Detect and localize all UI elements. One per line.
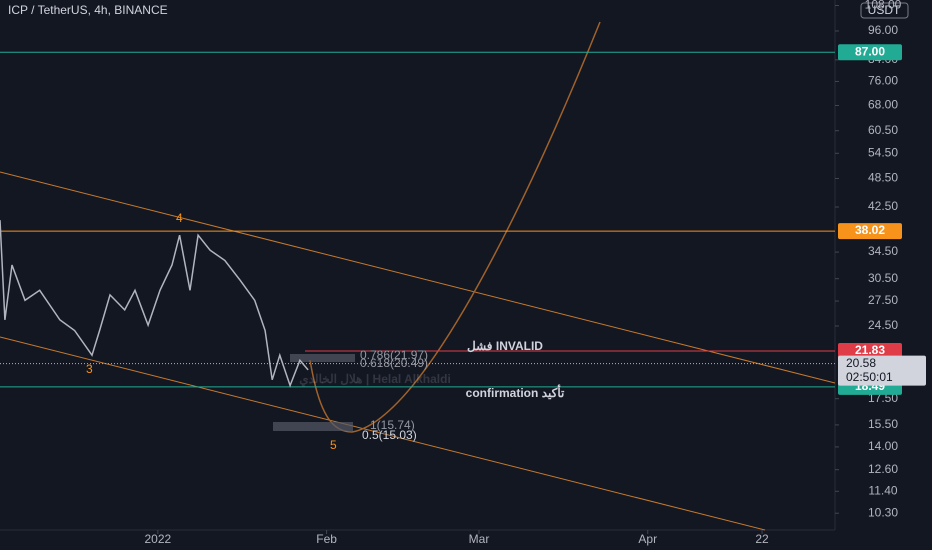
annotation: هلال الخالدي | Helal Alkhaldi [299, 372, 451, 387]
y-tick-label: 15.50 [868, 417, 898, 431]
annotation: 0.786(21.97) [360, 348, 428, 362]
y-tick-label: 108.00 [865, 0, 902, 12]
y-tick-label: 60.50 [868, 123, 898, 137]
y-tick-label: 76.00 [868, 74, 898, 88]
x-tick-label: Feb [316, 532, 337, 546]
annotation: 4 [176, 211, 183, 225]
price-label-box [838, 223, 902, 240]
channel-line [0, 336, 766, 531]
price-label-box [838, 44, 902, 61]
y-tick-label: 10.30 [868, 505, 898, 519]
currency: USDT [868, 3, 901, 17]
price-line-series [0, 220, 309, 388]
annotation: فشل INVALID [467, 339, 543, 353]
last-price-box [838, 355, 926, 386]
y-tick-label: 12.60 [868, 462, 898, 476]
last-price-label: 20.58 [846, 356, 876, 370]
annotation: 0.618(20.49) [360, 356, 428, 370]
y-tick-label: 96.00 [868, 23, 898, 37]
x-tick-label: 22 [755, 532, 769, 546]
y-tick-label: 24.50 [868, 318, 898, 332]
y-tick-label: 68.00 [868, 98, 898, 112]
y-tick-label: 14.00 [868, 439, 898, 453]
price-label: 21.83 [855, 343, 885, 357]
annotation: 5 [330, 438, 337, 452]
countdown: 02:50:01 [846, 370, 893, 384]
fib-box [273, 422, 353, 431]
channel-line [0, 171, 836, 384]
y-tick-label: 34.50 [868, 244, 898, 258]
annotation: confirmation تأكيد [466, 384, 565, 400]
x-tick-label: Apr [638, 532, 657, 546]
annotation: 3 [86, 362, 93, 376]
fib-box [290, 354, 355, 362]
price-label: 38.02 [855, 223, 885, 237]
y-tick-label: 30.50 [868, 271, 898, 285]
x-tick-label: 2022 [145, 532, 172, 546]
y-tick-label: 27.50 [868, 293, 898, 307]
price-label: 87.00 [855, 44, 885, 58]
y-tick-label: 42.50 [868, 199, 898, 213]
chart-title: ICP / TetherUS, 4h, BINANCE [8, 3, 168, 17]
currency-badge [860, 2, 909, 19]
price-label-box [838, 342, 902, 359]
projection-curve [309, 21, 601, 433]
y-tick-label: 48.50 [868, 171, 898, 185]
y-tick-label: 54.50 [868, 145, 898, 159]
annotation: 0.5(15.03) [362, 428, 417, 442]
x-tick-label: Mar [469, 532, 490, 546]
y-tick-label: 11.40 [868, 483, 897, 497]
annotation: 1(15.74) [370, 418, 415, 432]
